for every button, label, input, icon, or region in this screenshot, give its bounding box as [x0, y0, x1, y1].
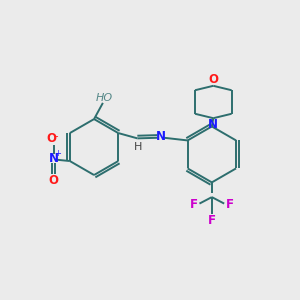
- Text: HO: HO: [96, 94, 113, 103]
- Text: N: N: [208, 118, 218, 130]
- Text: F: F: [208, 214, 216, 227]
- Text: F: F: [190, 198, 198, 211]
- Text: N: N: [156, 130, 166, 143]
- Text: N: N: [49, 152, 58, 165]
- Text: O: O: [49, 174, 58, 187]
- Text: O: O: [208, 74, 218, 86]
- Text: F: F: [226, 198, 233, 211]
- Text: +: +: [54, 148, 61, 158]
- Text: O: O: [46, 133, 56, 146]
- Text: H: H: [134, 142, 142, 152]
- Text: -: -: [55, 131, 58, 141]
